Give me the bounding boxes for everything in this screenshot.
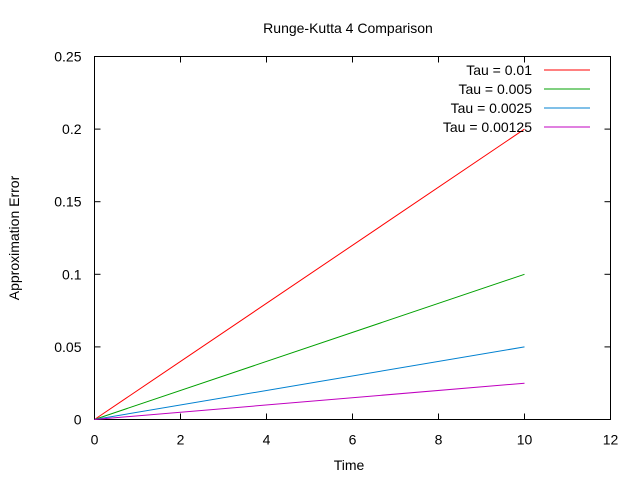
legend-label: Tau = 0.01: [466, 62, 532, 78]
series-line-3: [94, 346, 525, 420]
x-tick-label: 8: [435, 432, 443, 448]
legend-label: Tau = 0.005: [458, 81, 532, 97]
x-tick-label: 6: [349, 432, 357, 448]
series-line-2: [94, 273, 525, 420]
y-tick-label: 0.15: [54, 194, 81, 210]
y-tick-label: 0.05: [54, 339, 81, 355]
x-tick-label: 0: [91, 432, 99, 448]
axis-ticks: [94, 56, 611, 420]
x-tick-label: 10: [517, 432, 533, 448]
x-axis-tick-labels: 0 2 4 6 8 10 12: [91, 432, 619, 448]
x-tick-label: 4: [263, 432, 271, 448]
y-tick-label: 0.2: [62, 121, 82, 137]
y-axis-tick-labels: 0 0.05 0.1 0.15 0.2 0.25: [54, 49, 81, 428]
legend-label: Tau = 0.0025: [451, 100, 533, 116]
x-tick-label: 2: [177, 432, 185, 448]
x-tick-label: 12: [603, 432, 619, 448]
series-line-4: [94, 382, 525, 420]
y-axis-label: Approximation Error: [6, 175, 22, 300]
legend-label: Tau = 0.00125: [443, 119, 532, 135]
y-tick-label: 0.1: [62, 266, 82, 282]
y-tick-label: 0.25: [54, 49, 81, 65]
plot-area-frame: [94, 56, 611, 420]
x-axis-label: Time: [334, 457, 365, 473]
series-lines: [94, 128, 525, 420]
series-line-1: [94, 128, 525, 420]
legend: Tau = 0.01 Tau = 0.005 Tau = 0.0025 Tau = 0…: [443, 62, 590, 135]
chart-title: Runge-Kutta 4 Comparison: [263, 20, 433, 36]
y-tick-label: 0: [74, 412, 82, 428]
